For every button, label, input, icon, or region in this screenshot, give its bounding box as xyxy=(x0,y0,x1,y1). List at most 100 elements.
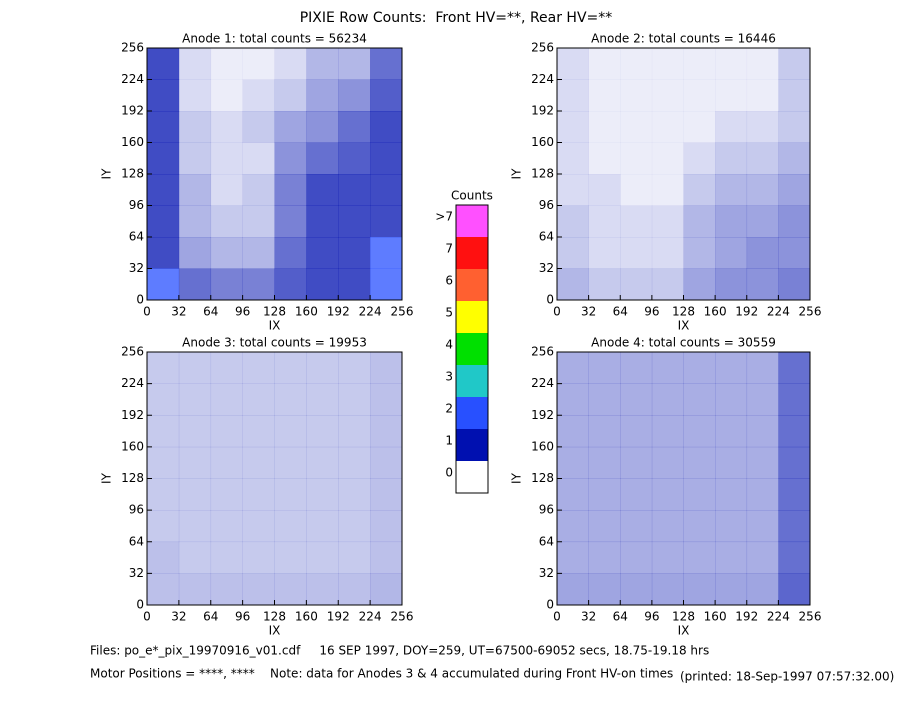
heat-cell xyxy=(370,510,403,543)
heat-cell xyxy=(338,541,371,574)
heat-cell xyxy=(242,79,275,112)
footer-printed: (printed: 18-Sep-1997 07:57:32.00) xyxy=(680,670,894,684)
y-tick-label: 224 xyxy=(531,72,554,86)
heat-cell xyxy=(683,268,716,301)
heat-cell xyxy=(210,383,243,416)
heat-cell xyxy=(620,383,653,416)
heat-cell xyxy=(557,415,589,448)
colorbar-swatch xyxy=(456,269,488,301)
heat-cell xyxy=(620,446,653,479)
y-tick-label: 64 xyxy=(129,230,144,244)
y-tick-label: 32 xyxy=(129,261,144,275)
heat-cell xyxy=(370,205,403,238)
heat-cell xyxy=(778,111,811,143)
heat-cell xyxy=(178,510,212,543)
heat-cell xyxy=(778,415,811,448)
heat-cell xyxy=(651,79,684,112)
heat-cell xyxy=(620,48,653,80)
heat-cell xyxy=(178,268,212,301)
heat-cell xyxy=(557,237,589,269)
heat-cell xyxy=(210,478,243,511)
heat-cell xyxy=(715,142,748,175)
heat-cell xyxy=(620,205,653,238)
heat-cell xyxy=(651,446,684,479)
x-tick-label: 0 xyxy=(553,305,561,319)
heat-cell xyxy=(274,142,307,175)
x-tick-label: 160 xyxy=(295,305,318,319)
heat-cell xyxy=(306,383,339,416)
heat-cell xyxy=(620,237,653,269)
heat-cell xyxy=(746,48,779,80)
heat-cell xyxy=(147,237,180,269)
y-tick-label: 224 xyxy=(121,72,144,86)
colorbar-label: 0 xyxy=(445,466,453,480)
heat-cell xyxy=(588,174,621,206)
y-tick-label: 128 xyxy=(531,471,554,485)
y-tick-label: 256 xyxy=(121,345,144,359)
heat-cell xyxy=(306,415,339,448)
colorbar-swatch xyxy=(456,205,488,237)
heat-cell xyxy=(588,446,621,479)
x-tick-label: 64 xyxy=(203,610,218,624)
heat-cell xyxy=(683,415,716,448)
colorbar-label: >7 xyxy=(435,210,453,224)
heat-cell xyxy=(778,510,811,543)
heat-cell xyxy=(210,205,243,238)
x-tick-label: 128 xyxy=(672,610,695,624)
heat-cell xyxy=(746,111,779,143)
panel-title: Anode 2: total counts = 16446 xyxy=(591,32,776,46)
colorbar-label: 4 xyxy=(445,338,453,352)
heat-cell xyxy=(683,352,716,384)
heat-cell xyxy=(588,573,621,606)
heat-cell xyxy=(715,510,748,543)
heat-cell xyxy=(306,79,339,112)
heat-cell xyxy=(746,268,779,301)
heat-cell xyxy=(306,142,339,175)
y-tick-label: 64 xyxy=(129,534,144,548)
heat-cell xyxy=(306,446,339,479)
heat-cell xyxy=(338,478,371,511)
x-tick-label: 64 xyxy=(613,610,628,624)
x-tick-label: 96 xyxy=(644,610,659,624)
heat-cell xyxy=(620,478,653,511)
heat-cell xyxy=(242,510,275,543)
heat-cell xyxy=(746,446,779,479)
heat-cell xyxy=(620,510,653,543)
x-axis-label: IX xyxy=(269,319,281,333)
heat-cell xyxy=(683,541,716,574)
heat-cell xyxy=(683,383,716,416)
heat-cell xyxy=(274,415,307,448)
y-tick-label: 0 xyxy=(136,293,144,307)
panel-title: Anode 1: total counts = 56234 xyxy=(182,32,367,46)
heat-cell xyxy=(370,478,403,511)
heat-cell xyxy=(651,352,684,384)
heat-cell xyxy=(306,478,339,511)
heat-cell xyxy=(306,111,339,143)
y-tick-label: 64 xyxy=(539,534,554,548)
heat-cell xyxy=(306,174,339,206)
heat-cell xyxy=(274,446,307,479)
heat-cell xyxy=(683,573,716,606)
heat-cell xyxy=(242,573,275,606)
y-tick-label: 224 xyxy=(121,376,144,390)
heat-cell xyxy=(338,383,371,416)
heat-cell xyxy=(242,48,275,80)
x-tick-label: 224 xyxy=(767,610,790,624)
y-tick-label: 96 xyxy=(539,503,554,517)
x-tick-label: 64 xyxy=(613,305,628,319)
heat-cell xyxy=(147,174,180,206)
y-tick-label: 256 xyxy=(121,41,144,55)
x-tick-label: 192 xyxy=(327,305,350,319)
heat-cell xyxy=(370,111,403,143)
heat-cell xyxy=(370,352,403,384)
colorbar-label: 2 xyxy=(445,402,453,416)
heat-cell xyxy=(242,446,275,479)
heat-cell xyxy=(147,478,180,511)
x-axis-label: IX xyxy=(678,624,690,638)
x-tick-label: 0 xyxy=(143,610,151,624)
heat-cell xyxy=(778,237,811,269)
heat-cell xyxy=(242,174,275,206)
panel-title: Anode 3: total counts = 19953 xyxy=(182,336,367,350)
heat-cell xyxy=(242,237,275,269)
